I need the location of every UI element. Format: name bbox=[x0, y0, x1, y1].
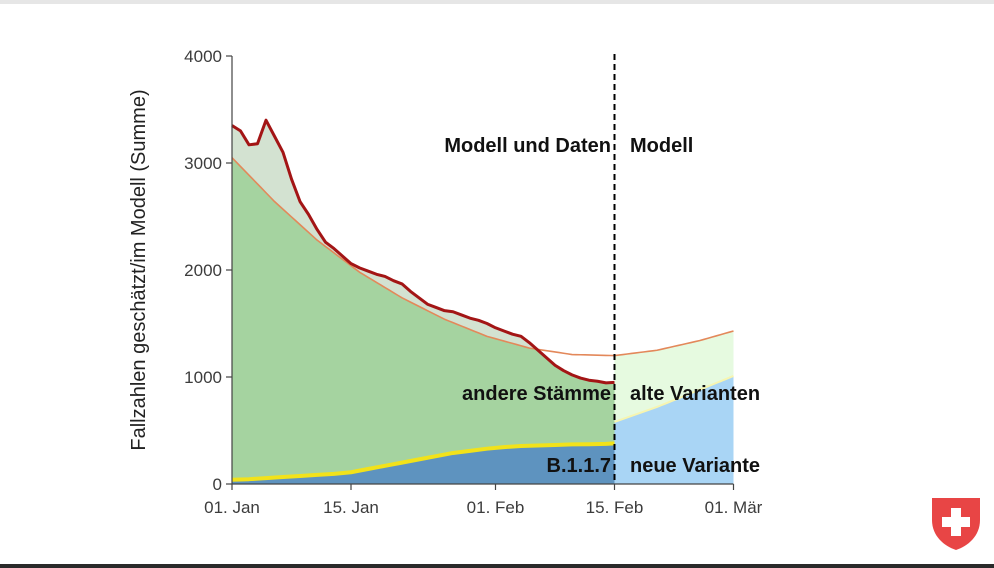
annotation-old-variants: alte Varianten bbox=[630, 383, 760, 405]
y-axis-label: Fallzahlen geschätzt/im Modell (Summe) bbox=[128, 89, 150, 450]
y-ticks: 0 1000 2000 3000 4000 bbox=[184, 47, 232, 494]
axes: 0 1000 2000 3000 4000 01. Jan 15. Jan 01. Feb 1… bbox=[184, 47, 762, 517]
y-tick-label: 1000 bbox=[184, 368, 222, 387]
x-ticks: 01. Jan 15. Jan 01. Feb 15. Feb 01. Mär bbox=[204, 484, 763, 517]
y-tick-label: 3000 bbox=[184, 154, 222, 173]
x-tick-label: 15. Jan bbox=[323, 498, 379, 517]
annotation-other-strains: andere Stämme bbox=[462, 383, 611, 405]
x-tick-label: 01. Jan bbox=[204, 498, 260, 517]
data-line bbox=[231, 118, 615, 385]
future-new-variant-area bbox=[614, 375, 734, 484]
swiss-shield-icon bbox=[932, 498, 980, 550]
b117-model-line bbox=[614, 375, 734, 423]
model-total-line bbox=[231, 157, 734, 357]
annotation-model-and-data: Modell und Daten bbox=[444, 135, 611, 157]
x-tick-label: 01. Feb bbox=[467, 498, 525, 517]
bottom-border-strip bbox=[0, 564, 994, 568]
annotation-b117: B.1.1.7 bbox=[547, 455, 611, 477]
b117-area bbox=[232, 443, 615, 484]
x-tick-label: 15. Feb bbox=[586, 498, 644, 517]
annotation-model: Modell bbox=[630, 135, 693, 157]
area-fills bbox=[232, 120, 734, 484]
future-old-variants-area bbox=[614, 330, 734, 422]
top-border-strip bbox=[0, 0, 994, 4]
series-lines bbox=[231, 118, 734, 482]
b117-line bbox=[231, 441, 615, 482]
y-tick-label: 2000 bbox=[184, 261, 222, 280]
other-strains-area bbox=[232, 157, 615, 484]
annotation-new-variant: neue Variante bbox=[630, 455, 760, 477]
y-tick-label: 4000 bbox=[184, 47, 222, 66]
y-tick-label: 0 bbox=[213, 475, 222, 494]
x-tick-label: 01. Mär bbox=[705, 498, 763, 517]
